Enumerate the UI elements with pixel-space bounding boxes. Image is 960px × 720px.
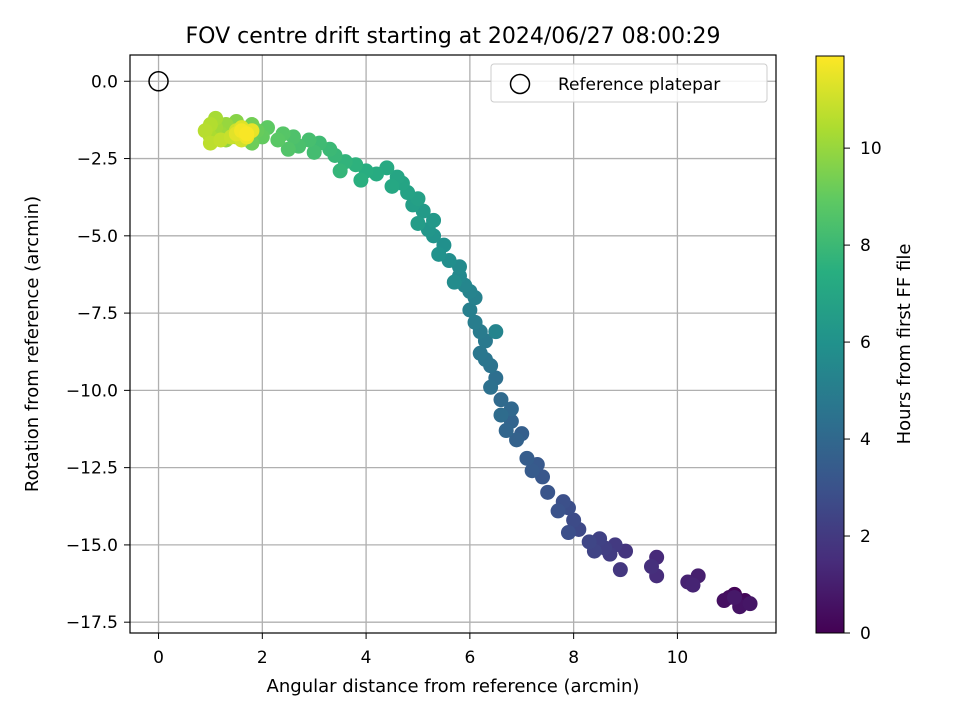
legend-box	[490, 63, 768, 103]
colorbar	[815, 55, 845, 634]
x-tick-label: 6	[464, 648, 475, 668]
data-point	[519, 450, 535, 466]
data-point	[446, 274, 462, 290]
data-point	[550, 503, 566, 519]
y-tick-label: −15.0	[66, 536, 118, 556]
reference-platepar-marker	[148, 71, 169, 92]
colorbar-tick-label: 8	[860, 236, 871, 256]
data-point	[493, 407, 509, 423]
colorbar-label: Hours from first FF file	[894, 244, 915, 445]
x-axis-label: Angular distance from reference (arcmin)	[267, 676, 640, 697]
data-point	[353, 172, 369, 188]
data-point	[410, 215, 426, 231]
colorbar-tick-label: 10	[860, 139, 882, 159]
y-tick-label: −17.5	[66, 613, 118, 633]
legend-open-circle-icon	[509, 73, 531, 95]
x-tick-label: 0	[153, 648, 164, 668]
data-point	[332, 163, 348, 179]
data-point	[540, 484, 556, 500]
data-point	[509, 432, 525, 448]
data-point	[560, 525, 576, 541]
data-point	[467, 314, 483, 330]
colorbar-tick-label: 0	[860, 624, 871, 644]
x-tick-label: 2	[257, 648, 268, 668]
y-tick-label: −7.5	[77, 304, 118, 324]
y-axis-ticks: 0.0 −2.5 −5.0 −7.5 −10.0 −12.5 −15.0 −17.5	[66, 72, 130, 633]
x-tick-label: 10	[667, 648, 689, 668]
data-point	[726, 589, 742, 605]
data-point	[197, 123, 213, 139]
y-tick-label: −10.0	[66, 381, 118, 401]
x-tick-label: 4	[361, 648, 372, 668]
data-point	[685, 577, 701, 593]
data-point	[426, 212, 442, 228]
data-point	[384, 178, 400, 194]
y-tick-label: −5.0	[77, 227, 118, 247]
x-tick-label: 8	[568, 648, 579, 668]
data-point	[270, 132, 286, 148]
data-point	[472, 345, 488, 361]
y-axis-label: Rotation from reference (arcmin)	[22, 196, 43, 492]
data-point	[239, 126, 255, 142]
data-point	[581, 534, 597, 550]
data-point	[431, 246, 447, 262]
legend: Reference platepar	[490, 63, 768, 103]
x-axis-ticks: 0 2 4 6 8 10	[153, 633, 688, 668]
colorbar-tick-label: 6	[860, 333, 871, 353]
y-tick-label: −2.5	[77, 150, 118, 170]
data-point	[524, 463, 540, 479]
y-tick-label: 0.0	[91, 72, 118, 92]
data-point	[306, 144, 322, 160]
chart-title: FOV centre drift starting at 2024/06/27 …	[186, 24, 721, 49]
colorbar-ticks: 0 2 4 6 8 10	[844, 139, 882, 644]
data-point	[488, 324, 504, 340]
data-point	[643, 559, 659, 575]
data-point	[462, 302, 478, 318]
colorbar-tick-label: 2	[860, 527, 871, 547]
data-points	[197, 110, 758, 615]
data-point	[498, 423, 514, 439]
data-point	[483, 379, 499, 395]
data-point	[493, 392, 509, 408]
y-tick-label: −12.5	[66, 459, 118, 479]
data-point	[566, 512, 582, 528]
legend-label: Reference platepar	[558, 75, 720, 95]
colorbar-tick-label: 4	[860, 430, 871, 450]
data-point	[280, 141, 296, 157]
data-point	[612, 562, 628, 578]
data-point	[742, 596, 758, 612]
grid-lines	[130, 55, 776, 633]
plot-frame	[129, 54, 777, 634]
